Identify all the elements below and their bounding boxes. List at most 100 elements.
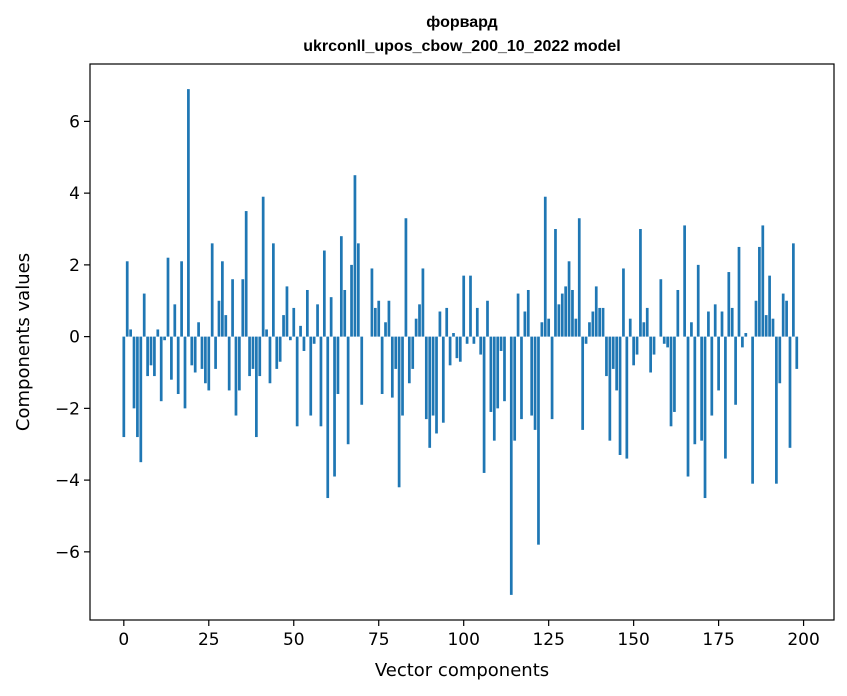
bar-120	[530, 336, 534, 416]
bar-19	[187, 89, 190, 337]
bar-178	[727, 272, 731, 337]
bar-102	[469, 275, 472, 337]
bar-9	[153, 336, 156, 377]
bar-65	[343, 289, 347, 337]
bar-128	[557, 304, 561, 337]
bar-103	[472, 336, 476, 344]
bar-41	[261, 196, 265, 337]
bar-144	[611, 336, 615, 369]
bar-180	[734, 336, 737, 405]
bar-179	[730, 307, 734, 337]
bar-167	[690, 322, 693, 337]
bar-88	[421, 268, 425, 337]
bar-62	[333, 336, 336, 477]
bar-76	[380, 336, 384, 395]
bar-50	[292, 307, 296, 337]
bar-59	[322, 250, 326, 337]
bar-156	[652, 336, 656, 355]
bar-104	[475, 307, 479, 337]
bar-95	[445, 307, 449, 337]
bar-155	[649, 336, 652, 373]
bar-165	[683, 225, 686, 337]
bar-161	[669, 336, 673, 427]
bar-196	[788, 336, 792, 448]
bar-7	[146, 336, 149, 377]
bar-78	[387, 300, 391, 337]
bar-70	[360, 336, 364, 405]
bar-30	[224, 315, 228, 337]
bar-5	[139, 336, 143, 463]
bar-137	[588, 322, 591, 337]
bar-58	[319, 336, 323, 427]
x-tick-label: 75	[368, 630, 390, 650]
bar-97	[452, 333, 455, 337]
bar-176	[720, 311, 724, 337]
bar-49	[289, 336, 292, 341]
bar-4	[136, 336, 139, 438]
y-tick-label: 6	[69, 112, 80, 132]
bar-149	[628, 318, 632, 337]
bar-18	[183, 336, 187, 409]
bar-29	[221, 261, 224, 337]
bar-182	[741, 336, 744, 348]
bar-130	[564, 286, 568, 337]
bar-33	[234, 336, 238, 416]
bar-197	[792, 243, 795, 337]
bar-148	[625, 336, 629, 459]
y-axis: −6 −4 −2 0 2 4 6	[55, 112, 90, 563]
bar-37	[248, 336, 251, 377]
bar-38	[251, 336, 255, 369]
bar-89	[424, 336, 428, 420]
bar-53	[302, 336, 306, 351]
bar-92	[435, 336, 438, 434]
bar-90	[428, 336, 432, 448]
bar-25	[207, 336, 211, 391]
bar-45	[275, 336, 279, 369]
bar-3	[132, 336, 136, 409]
x-tick-label: 50	[283, 630, 305, 650]
bar-114	[509, 336, 513, 595]
bar-185	[751, 336, 754, 484]
bar-11	[159, 336, 163, 402]
bar-181	[737, 246, 741, 337]
bar-198	[795, 336, 799, 369]
x-tick-label: 175	[702, 630, 734, 650]
bar-105	[479, 336, 483, 355]
bar-42	[265, 329, 268, 337]
bar-121	[533, 336, 537, 430]
bar-52	[299, 325, 302, 337]
bar-116	[516, 293, 520, 337]
bar-51	[295, 336, 299, 427]
bar-194	[781, 293, 785, 337]
bar-2	[129, 329, 132, 337]
bar-171	[703, 336, 707, 499]
bar-91	[431, 336, 435, 416]
bar-10	[156, 329, 160, 337]
bar-145	[615, 336, 619, 391]
bar-55	[309, 336, 313, 416]
bar-6	[142, 293, 146, 337]
bar-14	[170, 336, 173, 380]
x-tick-label: 0	[118, 630, 129, 650]
bar-153	[642, 322, 646, 337]
bar-136	[584, 336, 588, 344]
bar-0	[122, 336, 126, 438]
bar-60	[326, 336, 330, 499]
bar-84	[407, 336, 411, 384]
y-tick-label: −6	[55, 543, 80, 563]
bar-12	[163, 336, 166, 341]
bar-166	[686, 336, 690, 477]
bar-111	[499, 336, 503, 351]
x-tick-label: 200	[787, 630, 819, 650]
y-axis-label: Components values	[13, 253, 34, 431]
bar-82	[401, 336, 404, 416]
bar-77	[384, 322, 387, 337]
y-tick-label: −2	[55, 399, 80, 419]
bar-190	[768, 275, 771, 337]
bar-17	[180, 261, 183, 337]
bar-15	[173, 304, 177, 337]
bar-142	[605, 336, 608, 377]
bar-131	[567, 261, 571, 337]
x-tick-label: 100	[447, 630, 479, 650]
